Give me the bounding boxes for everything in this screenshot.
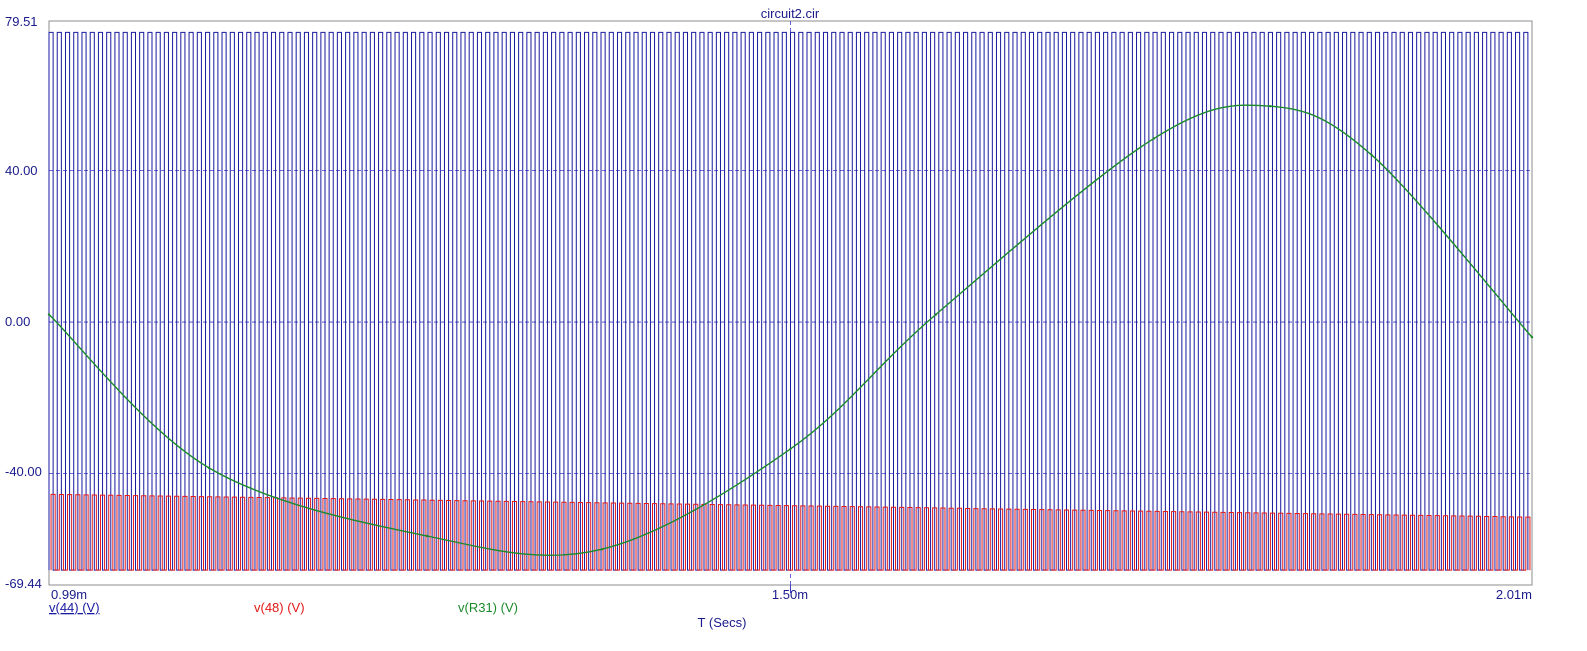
legend-v48[interactable]: v(48) (V) [254, 600, 305, 615]
x-tick-label-start: 0.99m [51, 587, 87, 602]
series-vr31-point-0 [47, 313, 51, 316]
series-vr31-point-6 [1152, 137, 1156, 140]
series-vr31-point-3 [600, 548, 603, 551]
series-vr31-point-1 [207, 466, 211, 470]
chart-title: circuit2.cir [761, 6, 820, 21]
legend-vr31[interactable]: v(R31) (V) [458, 600, 518, 615]
series-v48-line [50, 493, 1531, 571]
y-tick-label-0: 0.00 [5, 314, 30, 329]
x-tick-label-mid: 1.50m [772, 587, 808, 602]
series-layer [47, 31, 1534, 571]
series-vr31-point-5 [934, 313, 938, 316]
series-vr31-line [48, 104, 1533, 557]
x-tick-label-end: 2.01m [1496, 587, 1532, 602]
series-vr31-point-7 [1269, 105, 1272, 108]
y-tick-label-minus40: -40.00 [5, 464, 42, 479]
series-vr31-point-4 [789, 447, 792, 451]
y-tick-label-top: 79.51 [5, 14, 38, 29]
series-vr31-point-2 [425, 534, 429, 538]
series-vr31-point-8 [1370, 154, 1374, 157]
legend-v44[interactable]: v(44) (V) [49, 600, 100, 615]
x-axis-label: T (Secs) [698, 615, 747, 630]
y-tick-label-40: 40.00 [5, 163, 38, 178]
y-tick-label-bottom: -69.44 [5, 576, 42, 591]
series-vr31-point-9 [1530, 336, 1534, 339]
